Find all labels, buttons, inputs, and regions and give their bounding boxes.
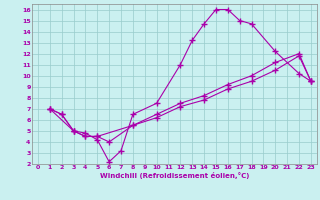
X-axis label: Windchill (Refroidissement éolien,°C): Windchill (Refroidissement éolien,°C) [100,172,249,179]
